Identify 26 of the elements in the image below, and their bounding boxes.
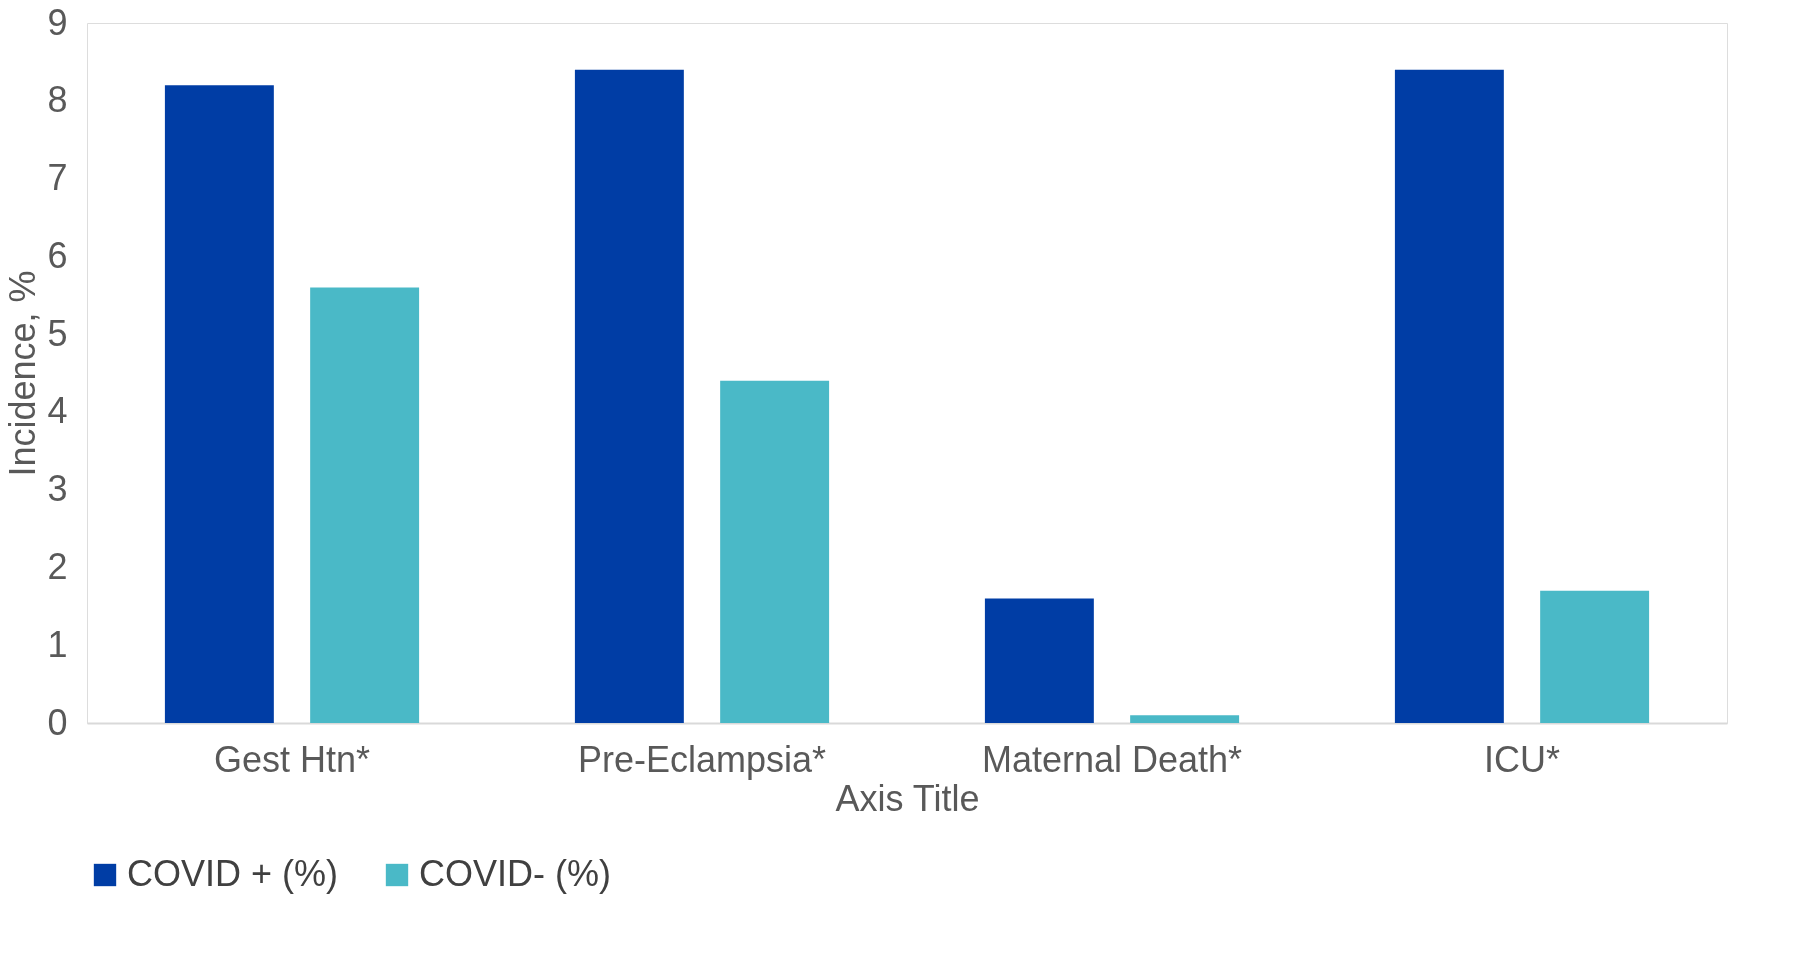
bar <box>984 598 1094 723</box>
x-tick-label: ICU* <box>1483 738 1561 780</box>
bar <box>1130 715 1240 723</box>
x-tick-label: Pre-Eclampsia* <box>577 738 827 780</box>
y-tick-label: 0 <box>47 701 68 743</box>
bar <box>310 287 420 723</box>
x-axis-title: Axis Title <box>835 777 980 819</box>
y-axis-title: Incidence, % <box>2 270 44 477</box>
y-tick-label: 8 <box>47 79 68 121</box>
y-tick-label: 2 <box>47 545 68 587</box>
x-tick-label: Maternal Death* <box>981 738 1243 780</box>
y-tick-label: 4 <box>47 390 68 432</box>
x-tick-label: Gest Htn* <box>213 738 371 780</box>
bar <box>574 69 684 723</box>
y-tick-label: 7 <box>47 157 68 199</box>
y-tick-label: 6 <box>47 234 68 276</box>
bar <box>1540 590 1650 723</box>
legend-label: COVID- (%) <box>419 853 611 894</box>
y-tick-label: 1 <box>47 623 68 665</box>
bar <box>1394 69 1504 723</box>
legend-label: COVID + (%) <box>127 853 339 894</box>
bar <box>164 85 274 723</box>
y-tick-label: 3 <box>47 468 68 510</box>
bar <box>720 380 830 723</box>
y-tick-label: 5 <box>47 312 68 354</box>
y-tick-label: 9 <box>47 1 68 43</box>
